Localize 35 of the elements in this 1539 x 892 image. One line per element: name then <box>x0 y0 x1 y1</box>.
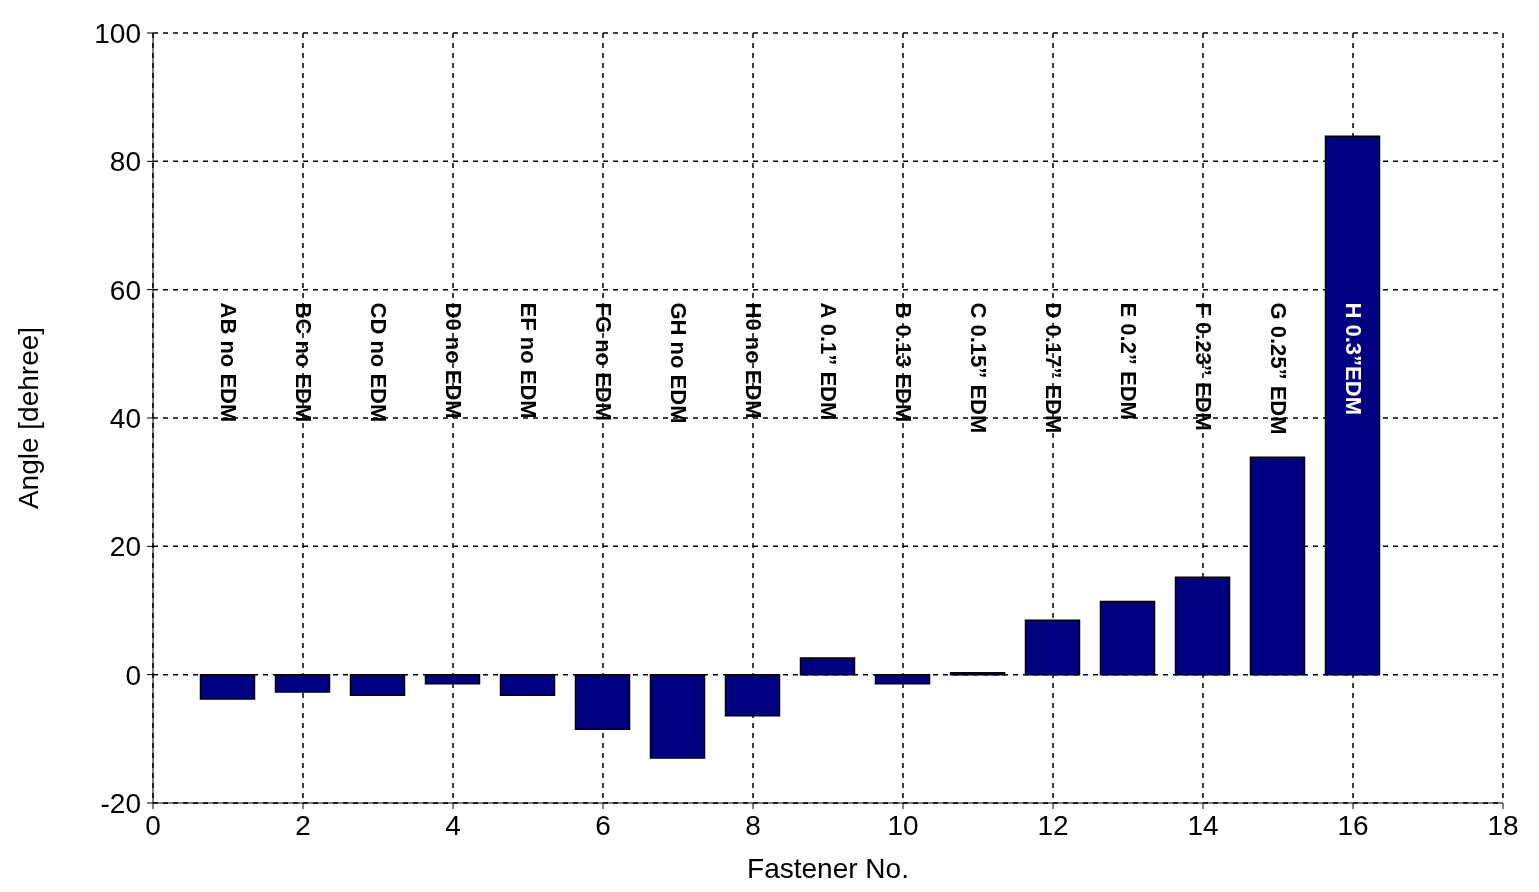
y-tick-label: -20 <box>100 787 141 819</box>
y-tick-label: 100 <box>94 17 141 49</box>
x-tick-label: 14 <box>1187 809 1219 841</box>
annotation: D 0.17” EDM <box>1040 302 1066 434</box>
y-tick-label: 20 <box>109 531 141 563</box>
annotation: F 0.23” EDM <box>1190 302 1216 431</box>
annotation: FG no EDM <box>590 302 616 422</box>
annotation: EF no EDM <box>515 302 541 419</box>
x-tick-label: 6 <box>595 809 611 841</box>
annotation: E 0.2” EDM <box>1115 302 1141 420</box>
x-tick-label: 2 <box>295 809 311 841</box>
x-tick-label: 10 <box>887 809 919 841</box>
x-tick-label: 12 <box>1037 809 1069 841</box>
annotation: H 0.3”EDM <box>1340 302 1366 415</box>
x-tick-label: 16 <box>1337 809 1369 841</box>
annotation: AB no EDM <box>215 302 241 423</box>
x-tick-label: 0 <box>145 809 161 841</box>
annotation: BC no EDM <box>290 302 316 423</box>
annotation: H0 no EDM <box>740 302 766 419</box>
annotation: CD no EDM <box>365 302 391 423</box>
annotation: D0 no EDM <box>440 302 466 419</box>
annotation: GH no EDM <box>665 302 691 424</box>
y-tick-label: 60 <box>109 274 141 306</box>
y-tick-label: 80 <box>109 146 141 178</box>
x-tick-label: 18 <box>1487 809 1519 841</box>
y-tick-label: 0 <box>125 659 141 691</box>
y-tick-label: 40 <box>109 402 141 434</box>
annotation: C 0.15” EDM <box>965 302 991 434</box>
annotation: A 0.1” EDM <box>815 302 841 421</box>
y-axis-title: Angle [dehree] <box>12 326 44 510</box>
x-tick-label: 8 <box>745 809 761 841</box>
x-tick-label: 4 <box>445 809 461 841</box>
x-axis-title: Fastener No. <box>747 853 909 884</box>
annotation: G 0.25” EDM <box>1265 302 1291 435</box>
annotation: B 0.13 EDM <box>890 302 916 423</box>
